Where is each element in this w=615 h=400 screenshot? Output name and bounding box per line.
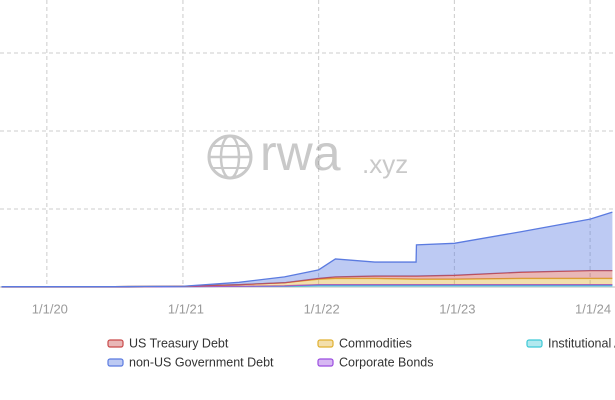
- area-fill: [1, 278, 613, 287]
- area-fill: [1, 212, 613, 287]
- x-tick-label: 1/1/21: [168, 301, 204, 316]
- watermark: rwa .xyz: [207, 125, 408, 181]
- legend-swatch: [317, 358, 334, 367]
- grid: [0, 0, 615, 288]
- legend-label: US Treasury Debt: [129, 336, 229, 350]
- x-tick-label: 1/1/24: [575, 301, 611, 316]
- globe-icon: [207, 134, 253, 180]
- legend-swatch: [526, 339, 543, 348]
- x-tick-label: 1/1/20: [32, 301, 68, 316]
- area-line: [1, 211, 613, 288]
- area-fill: [1, 270, 613, 287]
- legend-label: non-US Government Debt: [129, 355, 274, 369]
- legend-label: Institutional Alternative Funds: [548, 336, 615, 350]
- watermark-brand: rwa: [260, 125, 341, 181]
- legend-label: Commodities: [339, 336, 412, 350]
- legend-swatch: [317, 339, 334, 348]
- x-tick-label: 1/1/23: [439, 301, 475, 316]
- legend-swatch: [107, 358, 124, 367]
- x-tick-label: 1/1/22: [304, 301, 340, 316]
- legend-swatch: [107, 339, 124, 348]
- watermark-suffix: .xyz: [362, 149, 408, 179]
- legend-label: Corporate Bonds: [339, 355, 434, 369]
